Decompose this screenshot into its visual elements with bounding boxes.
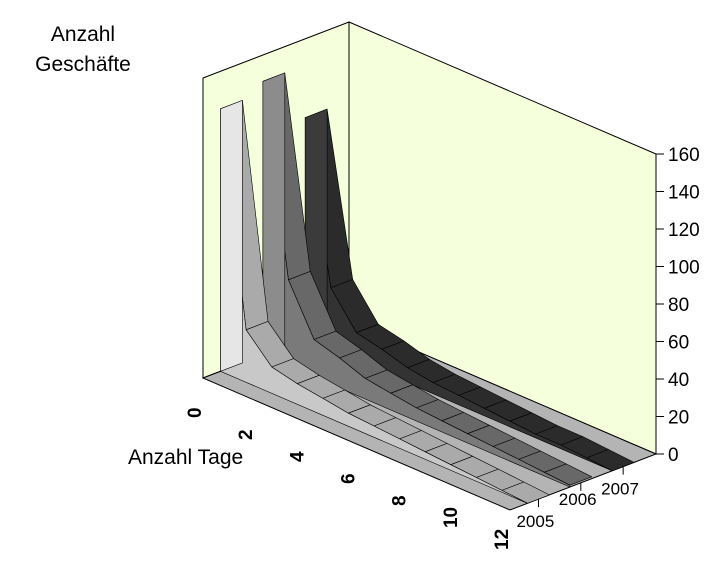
series-2005: [220, 99, 550, 504]
x-tick-label-6: 6: [339, 473, 360, 484]
y-tick-label-160: 160: [668, 145, 700, 166]
x-tick-label-4: 4: [287, 451, 308, 462]
x-tick-label-10: 10: [441, 507, 462, 528]
y-tick-label-40: 40: [668, 370, 689, 391]
y-tick-label-60: 60: [668, 333, 689, 354]
y-tick-label-0: 0: [668, 445, 679, 466]
series-2006-front: [262, 81, 571, 488]
x-tick-label-8: 8: [390, 495, 411, 506]
series-layer: [220, 72, 635, 504]
x-tick-label-0: 0: [185, 407, 206, 418]
y-tick-label-80: 80: [668, 295, 689, 316]
x-axis-label: Anzahl Tage: [128, 446, 244, 469]
z-tick-label-2005: 2005: [516, 512, 554, 531]
z-tick-label-2006: 2006: [559, 490, 597, 509]
y-tick-label-100: 100: [668, 258, 700, 279]
series-2005-front: [220, 108, 528, 504]
y-tick-label-140: 140: [668, 183, 700, 204]
x-tick-label-12: 12: [492, 529, 513, 550]
series-2006: [262, 72, 593, 488]
x-tick-label-2: 2: [236, 429, 257, 440]
y-tick-label-120: 120: [668, 220, 700, 241]
series-2007-front: [304, 117, 613, 472]
y-tick-label-20: 20: [668, 408, 689, 429]
series-2005-cap: [220, 99, 243, 372]
z-tick-label-2007: 2007: [601, 480, 639, 499]
y-axis-label: Anzahl Geschäfte: [35, 23, 131, 76]
